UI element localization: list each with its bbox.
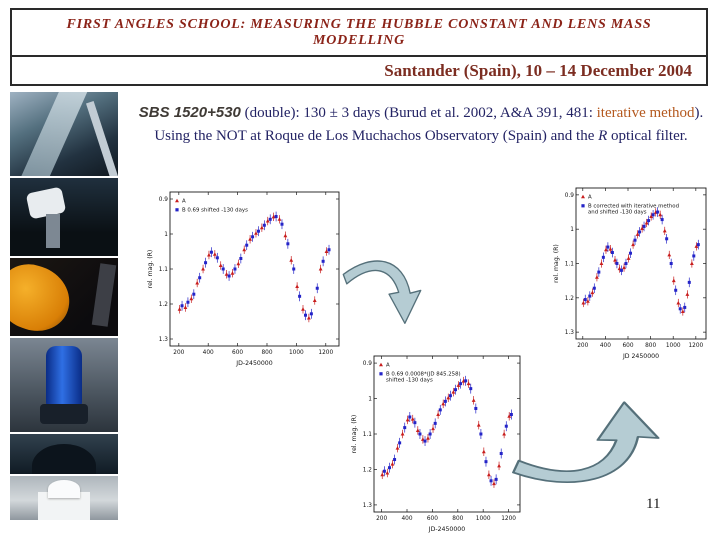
svg-text:A: A bbox=[386, 363, 390, 369]
light-curve-chart-linear-correction: 200 400 600 800 1000 1200 0.9 1 1.1 1.2 1.3 JD-2450… bbox=[349, 351, 526, 533]
svg-text:1000: 1000 bbox=[666, 343, 681, 349]
dome-shape bbox=[32, 444, 96, 474]
arm-shape bbox=[91, 263, 117, 327]
svg-text:200: 200 bbox=[173, 350, 184, 356]
svg-text:0.9: 0.9 bbox=[159, 197, 169, 203]
body-text: SBS 1520+530 (double): 130 ± 3 days (Bur… bbox=[132, 102, 710, 147]
svg-text:1.3: 1.3 bbox=[159, 337, 169, 343]
svg-text:JD-2450000: JD-2450000 bbox=[428, 526, 465, 533]
svg-text:1000: 1000 bbox=[476, 516, 491, 522]
svg-text:800: 800 bbox=[645, 343, 656, 349]
svg-text:shifted -130 days: shifted -130 days bbox=[386, 378, 433, 384]
svg-text:600: 600 bbox=[232, 350, 243, 356]
svg-text:rel. mag. (R): rel. mag. (R) bbox=[147, 250, 154, 289]
svg-text:1.2: 1.2 bbox=[159, 302, 169, 308]
orange-mount-shape bbox=[10, 258, 79, 336]
svg-text:1200: 1200 bbox=[318, 350, 333, 356]
svg-text:rel. mag. (R): rel. mag. (R) bbox=[553, 244, 560, 283]
light-curve-chart-shifted: 200 400 600 800 1000 1200 0.9 1 1.1 1.2 1.3 JD-2450… bbox=[145, 187, 345, 367]
svg-text:1200: 1200 bbox=[688, 343, 703, 349]
svg-text:JD 2450000: JD 2450000 bbox=[622, 353, 659, 360]
photo-white-observatory bbox=[10, 476, 118, 520]
telescope-strut-shape bbox=[85, 101, 118, 176]
photo-strip bbox=[10, 92, 118, 520]
curved-arrow-down-icon bbox=[342, 260, 422, 325]
photo-orange-telescope-mount bbox=[10, 258, 118, 336]
svg-text:1.1: 1.1 bbox=[565, 262, 575, 268]
svg-text:and shifted -130 days: and shifted -130 days bbox=[588, 210, 647, 216]
svg-text:800: 800 bbox=[452, 516, 463, 522]
svg-text:1: 1 bbox=[570, 227, 574, 233]
photo-blue-telescope bbox=[10, 338, 118, 432]
svg-text:200: 200 bbox=[577, 343, 588, 349]
svg-text:rel. mag. (R): rel. mag. (R) bbox=[351, 415, 358, 454]
svg-text:400: 400 bbox=[600, 343, 611, 349]
svg-text:B 0.69 shifted -130 days: B 0.69 shifted -130 days bbox=[182, 208, 248, 214]
body-seg1: (double): 130 ± 3 days (Burud et al. 200… bbox=[240, 105, 597, 121]
svg-text:B corrected with iterative met: B corrected with iterative method bbox=[588, 204, 679, 210]
svg-text:1.3: 1.3 bbox=[565, 330, 575, 336]
page-number: 11 bbox=[646, 496, 661, 512]
svg-text:0.9: 0.9 bbox=[363, 361, 373, 367]
light-curve-chart-iterative: 200 400 600 800 1000 1200 0.9 1 1.1 1.2 1.3 JD 2450… bbox=[551, 183, 712, 360]
svg-text:200: 200 bbox=[376, 516, 387, 522]
white-dome-shape bbox=[48, 480, 80, 498]
body-seg3: optical filter. bbox=[607, 127, 688, 144]
curved-arrow-up-icon bbox=[512, 401, 660, 484]
svg-text:1000: 1000 bbox=[289, 350, 304, 356]
svg-text:800: 800 bbox=[261, 350, 272, 356]
svg-text:B 0.69 0.0008*(JD 845.258): B 0.69 0.0008*(JD 845.258) bbox=[386, 372, 461, 378]
photo-dome-silhouette bbox=[10, 434, 118, 474]
svg-text:1: 1 bbox=[368, 397, 372, 403]
svg-text:1.2: 1.2 bbox=[565, 296, 575, 302]
svg-text:1.1: 1.1 bbox=[363, 432, 373, 438]
photo-dome-interior bbox=[10, 92, 118, 176]
svg-text:1.3: 1.3 bbox=[363, 503, 373, 509]
mount-shape bbox=[46, 214, 60, 248]
svg-text:600: 600 bbox=[427, 516, 438, 522]
svg-text:1: 1 bbox=[164, 232, 168, 238]
highlight-iterative-method: iterative method bbox=[596, 105, 695, 121]
svg-text:1.2: 1.2 bbox=[363, 467, 373, 473]
light-beam-shape bbox=[18, 92, 88, 176]
svg-text:0.9: 0.9 bbox=[565, 193, 575, 199]
slide-header: FIRST ANGLES SCHOOL: MEASURING THE HUBBL… bbox=[10, 8, 708, 86]
blue-tube-shape bbox=[46, 346, 82, 408]
svg-text:1200: 1200 bbox=[501, 516, 516, 522]
slide-title: FIRST ANGLES SCHOOL: MEASURING THE HUBBL… bbox=[12, 10, 706, 57]
svg-text:600: 600 bbox=[622, 343, 633, 349]
svg-text:A: A bbox=[588, 195, 592, 201]
filter-letter: R bbox=[598, 127, 608, 144]
photo-telescope-in-dome bbox=[10, 178, 118, 256]
object-name: SBS 1520+530 bbox=[138, 104, 241, 121]
svg-text:1.1: 1.1 bbox=[159, 267, 169, 273]
base-shape bbox=[40, 404, 88, 424]
svg-text:A: A bbox=[182, 199, 186, 205]
body-seg2: ). Using the NOT at Roque de Los Muchach… bbox=[154, 105, 704, 144]
slide-subtitle: Santander (Spain), 10 – 14 December 2004 bbox=[384, 60, 692, 80]
svg-text:JD-2450000: JD-2450000 bbox=[235, 360, 272, 367]
svg-text:400: 400 bbox=[203, 350, 214, 356]
svg-text:400: 400 bbox=[401, 516, 412, 522]
